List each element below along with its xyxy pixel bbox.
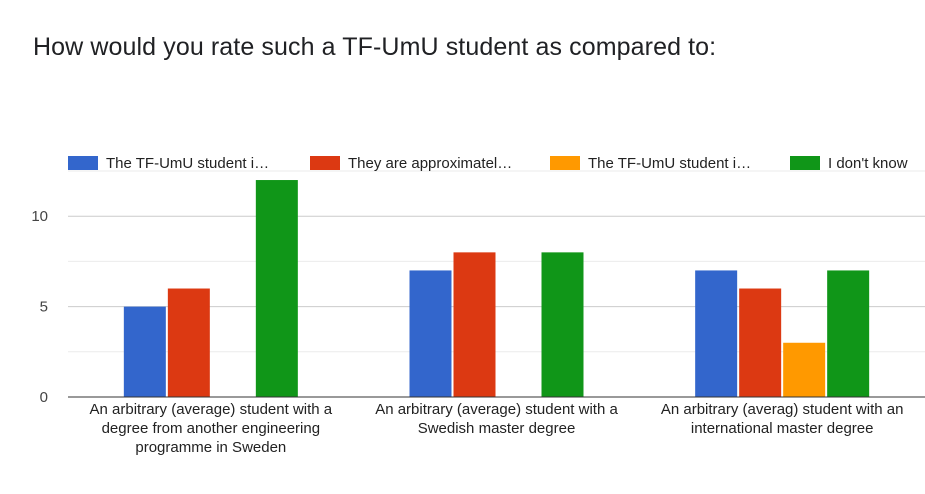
bar: [827, 270, 870, 397]
legend: The TF-UmU student i… They are approximat…: [68, 155, 908, 172]
legend-swatch: [68, 156, 98, 170]
legend-label: They are approximatel…: [348, 155, 512, 172]
bars: [123, 180, 870, 397]
bar: [695, 270, 738, 397]
category-label: An arbitrary (average) student with a deg…: [90, 401, 333, 456]
y-tick-label: 5: [40, 299, 48, 316]
bar: [739, 288, 782, 397]
legend-swatch: [550, 156, 580, 170]
category-labels: An arbitrary (average) student with a deg…: [90, 401, 904, 456]
gridlines: [68, 170, 925, 353]
category-label: An arbitrary (averag) student with an int…: [661, 401, 904, 437]
bar: [167, 288, 210, 397]
legend-label: I don't know: [828, 155, 908, 172]
chart-title: How would you rate such a TF-UmU student…: [33, 33, 717, 61]
category-label: An arbitrary (average) student with a Swe…: [375, 401, 618, 437]
bar: [783, 342, 826, 397]
legend-swatch: [790, 156, 820, 170]
bar: [123, 306, 166, 397]
legend-label: The TF-UmU student i…: [106, 155, 269, 172]
bar: [453, 252, 496, 397]
bar: [541, 252, 584, 397]
bar: [255, 180, 298, 397]
y-tick-label: 10: [31, 208, 48, 225]
legend-swatch: [310, 156, 340, 170]
legend-label: The TF-UmU student i…: [588, 155, 751, 172]
bar: [409, 270, 452, 397]
y-tick-label: 0: [40, 389, 48, 406]
y-axis-ticks: 0 5 10: [31, 208, 48, 406]
